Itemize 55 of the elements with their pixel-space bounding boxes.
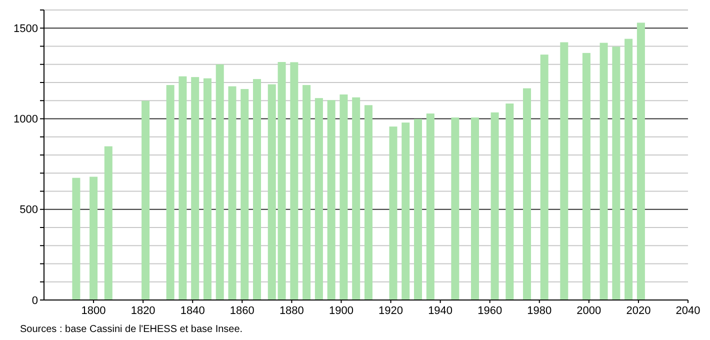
bar xyxy=(253,79,262,300)
bar xyxy=(268,84,276,300)
bar xyxy=(523,88,531,300)
bar xyxy=(72,178,80,300)
bar xyxy=(624,38,633,300)
y-tick-label: 0 xyxy=(32,294,38,307)
bar xyxy=(314,98,323,300)
x-tick-label: 2000 xyxy=(576,305,602,317)
bar xyxy=(414,118,422,300)
bar xyxy=(240,89,249,300)
x-tick-label: 1980 xyxy=(527,305,552,317)
y-tick-label: 1000 xyxy=(14,114,38,126)
bar xyxy=(228,86,236,300)
bar xyxy=(389,126,398,300)
bar xyxy=(470,117,479,300)
bar xyxy=(216,64,224,300)
bar xyxy=(340,94,348,300)
bar xyxy=(166,85,174,300)
x-tick-label: 1880 xyxy=(279,305,304,317)
bar xyxy=(90,176,98,300)
bar xyxy=(104,146,112,300)
bar xyxy=(600,42,608,300)
bar xyxy=(178,76,187,300)
x-tick-label: 1960 xyxy=(478,305,502,317)
bar xyxy=(636,22,645,300)
bar xyxy=(612,46,620,300)
x-tick-label: 1820 xyxy=(130,305,156,317)
x-tick-label: 1800 xyxy=(81,305,106,317)
x-tick-label: 1920 xyxy=(378,305,404,317)
bar xyxy=(327,100,336,300)
y-tick-label: 500 xyxy=(20,204,38,216)
bar xyxy=(203,78,212,300)
bar xyxy=(451,117,460,300)
bar xyxy=(278,62,286,300)
bar xyxy=(560,42,568,300)
y-tick-label: 1500 xyxy=(14,22,38,35)
x-tick-label: 2020 xyxy=(626,305,651,317)
x-tick-label: 1860 xyxy=(230,305,254,317)
bar xyxy=(426,113,434,300)
bar xyxy=(402,122,410,300)
bar xyxy=(582,52,590,300)
x-tick-label: 1900 xyxy=(328,305,354,317)
source-note: Sources : base Cassini de l'EHESS et base Insee. xyxy=(20,324,243,335)
bar xyxy=(490,112,499,300)
bar xyxy=(290,62,298,300)
x-tick-label: 1840 xyxy=(180,305,205,317)
bar xyxy=(540,54,548,300)
x-tick-label: 1940 xyxy=(428,305,453,317)
bar xyxy=(352,97,360,300)
bar xyxy=(364,105,372,300)
bar xyxy=(302,85,311,300)
bar xyxy=(506,104,514,300)
x-tick-label: 2040 xyxy=(676,305,700,317)
bar xyxy=(142,100,150,300)
bar xyxy=(191,77,200,300)
